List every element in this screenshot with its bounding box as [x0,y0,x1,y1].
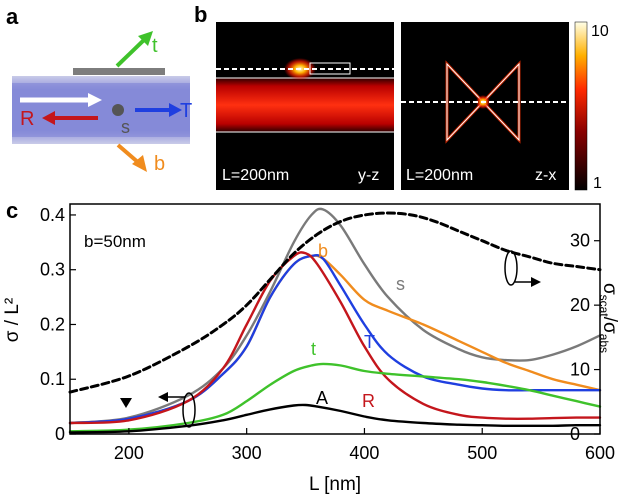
y2-tick-label: 0 [570,424,580,444]
left-axis-indicator-arrowhead [158,392,168,402]
label-t: t [152,35,158,57]
label-R: R [20,108,34,130]
triangle-marker [120,398,132,408]
left-axis-indicator-ellipse [182,392,196,428]
antenna-bar [73,68,165,75]
colorbar-gradient [574,21,588,191]
panel-a: a t R s T b [6,4,192,175]
series-line-T [68,253,602,425]
y-axis-left-label: σ / L² [2,298,23,342]
x-tick-label: 200 [114,443,144,463]
panel-c: c 200 300 400 500 600 0 0.1 0.2 0.3 0.4 0 10 20 30 … [2,198,620,495]
x-tick-label: 500 [467,443,497,463]
panel-b: b L=200nm y-z L=200nm [194,2,609,192]
x-tick-label: 600 [585,443,615,463]
colorbar-min-label: 1 [593,175,602,192]
curve-label-t: t [311,339,316,359]
field-map-zx: L=200nm z-x [401,22,569,190]
series-line-b [68,254,602,425]
curve-label-b: b [318,241,328,261]
x-axis: 200 300 400 500 600 [114,428,615,463]
series-line-A [68,403,602,434]
chart-series-layer [68,207,602,434]
colorbar: 10 1 [574,21,609,192]
panel-letter-a: a [6,4,19,29]
map-zx-plane-label: z-x [535,167,556,184]
panel-letter-b: b [194,2,207,27]
map-yz-antenna-outline [309,62,351,75]
bowtie-right-triangle [480,60,521,144]
b-arrowhead [132,155,147,172]
curve-label-s: s [396,274,405,294]
x-axis-label: L [nm] [309,474,361,495]
y-tick-label: 0.2 [40,314,65,334]
chart-annotation-b: b=50nm [84,232,146,251]
line-chart: 200 300 400 500 600 0 0.1 0.2 0.3 0.4 0 10 20 30 L … [2,203,620,495]
bowtie-left-triangle [445,60,486,144]
y2-tick-label: 10 [570,360,590,380]
label-b: b [154,153,165,175]
series-line-R [68,251,602,425]
t-arrow [115,36,148,68]
colorbar-max-label: 10 [591,23,609,40]
y-axis-right-label: σscat/σabs [597,283,620,353]
curve-label-T: T [364,332,375,352]
y-tick-label: 0.3 [40,260,65,280]
series-line-dashed-ratio [68,211,602,394]
map-yz-plane-label: y-z [358,167,379,184]
incident-arrowhead [88,93,102,107]
r-arrowhead [42,111,55,125]
map-yz-guided-mode [216,78,394,132]
y-axis-left: 0 0.1 0.2 0.3 0.4 [40,205,76,444]
curve-label-R: R [362,391,375,411]
T-arrowhead [169,103,182,117]
y-axis-right: 0 10 20 30 [570,231,600,444]
y2-tick-label: 20 [570,295,590,315]
field-map-yz: L=200nm y-z [216,22,394,190]
right-axis-indicator-arrowhead [531,277,541,287]
y-tick-label: 0.4 [40,205,65,225]
plot-frame [69,203,601,435]
x-tick-label: 400 [349,443,379,463]
y2-tick-label: 30 [570,231,590,251]
x-tick-label: 300 [232,443,262,463]
panel-letter-c: c [6,198,18,223]
label-T: T [180,100,192,122]
map-yz-size-label: L=200nm [222,167,289,184]
right-axis-indicator-ellipse [504,250,518,286]
series-line-t [68,362,602,433]
t-arrowhead [138,31,153,46]
y-tick-label: 0 [55,424,65,444]
y-tick-label: 0.1 [40,369,65,389]
scatterer-dot [112,104,124,116]
label-s: s [121,117,130,137]
curve-label-A: A [316,388,328,408]
map-zx-size-label: L=200nm [406,167,473,184]
